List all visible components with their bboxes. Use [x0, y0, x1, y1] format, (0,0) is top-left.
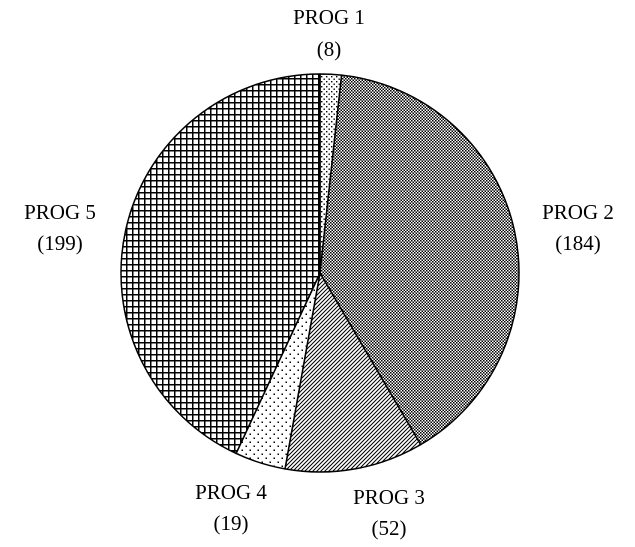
- pie-slices: [120, 73, 520, 473]
- slice-label-prog-2: PROG 2: [542, 200, 614, 224]
- pie-slice-prog-5: [120, 73, 321, 455]
- pie-slice-prog-2: [319, 74, 520, 446]
- slice-label-prog-5: PROG 5: [24, 200, 96, 224]
- slice-labels: PROG 1 (8) PROG 2 (184) PROG 3 (52) PROG…: [24, 5, 614, 540]
- slice-label-prog-3: PROG 3: [353, 485, 425, 509]
- slice-value-prog-2: (184): [555, 231, 601, 255]
- slice-value-prog-5: (199): [37, 231, 83, 255]
- slice-label-prog-1: PROG 1: [293, 5, 365, 29]
- slice-value-prog-1: (8): [317, 37, 342, 61]
- pie-slice-prog-3: [284, 272, 422, 473]
- slice-value-prog-3: (52): [372, 516, 407, 540]
- slice-value-prog-4: (19): [214, 511, 249, 535]
- slice-label-prog-4: PROG 4: [195, 480, 267, 504]
